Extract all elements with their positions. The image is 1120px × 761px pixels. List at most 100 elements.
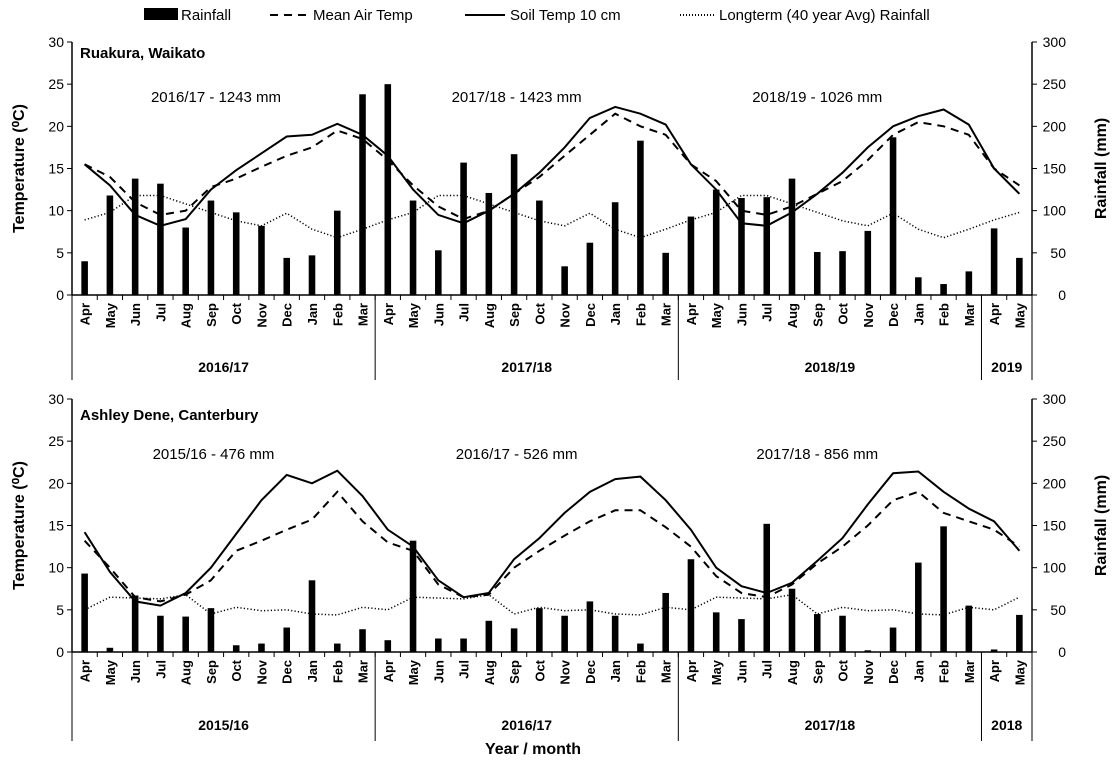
rainfall-bar bbox=[460, 162, 467, 295]
mean-air-temp-line bbox=[83, 490, 1020, 603]
legend-rainfall-swatch bbox=[144, 8, 178, 20]
season-group-label: 2019 bbox=[991, 359, 1022, 375]
rainfall-bar bbox=[940, 284, 947, 295]
rainfall-bar bbox=[333, 643, 341, 652]
month-label: May bbox=[406, 659, 421, 685]
month-label: Mar bbox=[659, 303, 674, 326]
month-label: Mar bbox=[962, 660, 977, 683]
rainfall-bar bbox=[359, 94, 366, 295]
season-total-annotation: 2017/18 - 856 mm bbox=[756, 446, 878, 463]
rainfall-bar bbox=[232, 212, 240, 295]
rainfall-bar bbox=[384, 640, 392, 652]
month-label: Apr bbox=[381, 303, 396, 325]
y-tick-label-right: 0 bbox=[1058, 287, 1066, 303]
month-label: Jan bbox=[305, 303, 320, 325]
soil-temp-line bbox=[83, 469, 1021, 607]
y-tick-label-left: 5 bbox=[56, 245, 64, 261]
season-total-annotation: 2016/17 - 1243 mm bbox=[151, 89, 281, 106]
rainfall-bar bbox=[940, 526, 947, 652]
rainfall-bar bbox=[106, 647, 114, 652]
rainfall-bar bbox=[889, 627, 897, 652]
rainfall-bar bbox=[258, 225, 265, 295]
rainfall-bar bbox=[915, 277, 922, 295]
y-tick-label-left: 30 bbox=[48, 391, 64, 407]
y-axis-title-right: Rainfall (mm) bbox=[1093, 475, 1110, 576]
rainfall-bar bbox=[81, 573, 88, 652]
month-label: Sep bbox=[810, 660, 825, 684]
y-tick-label-left: 25 bbox=[48, 433, 64, 449]
y-tick-label-right: 200 bbox=[1043, 475, 1067, 491]
rainfall-bar bbox=[611, 202, 619, 295]
rainfall-bar bbox=[586, 601, 594, 652]
rainfall-bar bbox=[611, 615, 619, 652]
longterm-rainfall-line bbox=[84, 593, 1020, 616]
rainfall-bar bbox=[157, 615, 164, 652]
rainfall-bar bbox=[81, 261, 88, 295]
month-label: Feb bbox=[937, 660, 952, 683]
month-label: Apr bbox=[684, 660, 699, 682]
y-tick-label-right: 150 bbox=[1043, 161, 1067, 177]
rainfall-bar bbox=[712, 189, 720, 295]
rainfall-bar bbox=[536, 200, 543, 295]
rainfall-bar bbox=[586, 242, 594, 295]
rainfall-bar bbox=[687, 559, 695, 652]
season-group-label: 2015/16 bbox=[198, 717, 249, 733]
rainfall-bar bbox=[864, 230, 872, 295]
y-tick-label-left: 0 bbox=[56, 287, 64, 303]
rainfall-bar bbox=[662, 592, 669, 652]
rainfall-bar bbox=[359, 629, 366, 652]
y-tick-label-right: 100 bbox=[1043, 203, 1067, 219]
y-tick-label-right: 200 bbox=[1043, 118, 1067, 134]
rainfall-bar bbox=[207, 608, 215, 652]
month-label: May bbox=[103, 659, 118, 685]
rainfall-bar bbox=[510, 628, 518, 652]
rainfall-bar bbox=[637, 140, 644, 295]
month-label: Jun bbox=[431, 303, 446, 326]
rainfall-bar bbox=[258, 643, 265, 652]
month-label: Nov bbox=[254, 659, 269, 684]
rainfall-bar bbox=[788, 178, 796, 295]
month-label: Dec bbox=[886, 303, 901, 327]
month-label: Aug bbox=[179, 660, 194, 685]
rainfall-bar bbox=[409, 540, 417, 652]
rainfall-bar bbox=[384, 84, 392, 296]
month-label: Dec bbox=[886, 660, 901, 684]
month-label: Apr bbox=[987, 660, 1002, 682]
season-group-label: 2018/19 bbox=[805, 359, 856, 375]
rainfall-bar bbox=[561, 266, 568, 295]
rainfall-bar bbox=[763, 523, 771, 652]
month-label: Jan bbox=[608, 660, 623, 682]
month-label: Dec bbox=[583, 303, 598, 327]
y-axis-title-right: Rainfall (mm) bbox=[1093, 118, 1110, 219]
y-tick-label-left: 15 bbox=[48, 518, 64, 534]
y-tick-label-left: 30 bbox=[48, 34, 64, 50]
rainfall-bar bbox=[1016, 614, 1023, 652]
rainfall-bar bbox=[839, 615, 846, 652]
rainfall-bar bbox=[813, 251, 821, 295]
month-label: Feb bbox=[330, 660, 345, 683]
rainfall-bar bbox=[990, 228, 998, 295]
month-label: Apr bbox=[684, 303, 699, 325]
season-group-label: 2018 bbox=[991, 717, 1022, 733]
rainfall-bar bbox=[460, 638, 467, 652]
rainfall-bar bbox=[712, 612, 720, 652]
season-total-annotation: 2016/17 - 526 mm bbox=[456, 446, 578, 463]
rainfall-bar bbox=[232, 645, 240, 652]
rainfall-bar bbox=[738, 619, 745, 652]
month-label: May bbox=[406, 302, 421, 328]
y-tick-label-right: 50 bbox=[1050, 245, 1066, 261]
y-tick-label-left: 10 bbox=[48, 560, 64, 576]
month-label: Feb bbox=[633, 303, 648, 326]
rainfall-bar bbox=[637, 643, 644, 652]
x-axis-title: Year / month bbox=[485, 741, 581, 758]
month-label: Jan bbox=[608, 303, 623, 325]
rainfall-bar bbox=[435, 638, 442, 652]
month-label: Aug bbox=[482, 303, 497, 328]
y-axis-title-left: Temperature (⁰C) bbox=[11, 461, 28, 590]
month-label: Apr bbox=[381, 660, 396, 682]
y-tick-label-left: 20 bbox=[48, 118, 64, 134]
month-label: Jan bbox=[911, 660, 926, 682]
rainfall-bar bbox=[207, 200, 215, 295]
month-label: Feb bbox=[330, 303, 345, 326]
